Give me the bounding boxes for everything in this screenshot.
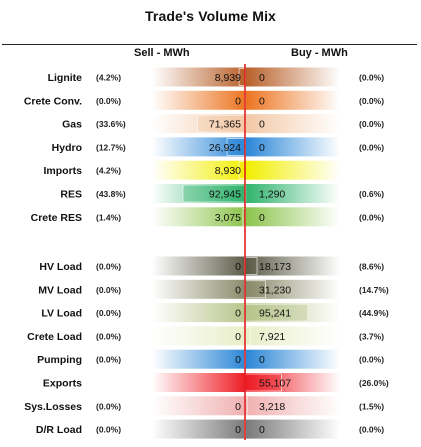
buy-percent-label: (0.6%)	[359, 189, 384, 199]
sell-value-label: 8,939	[215, 72, 241, 84]
row-band	[152, 349, 340, 369]
category-label: Imports	[43, 165, 82, 177]
buy-percent-label: (26.0%)	[359, 378, 389, 388]
sell-percent-label: (43.8%)	[96, 189, 126, 199]
buy-value-label: 3,218	[259, 401, 285, 413]
row-band	[152, 160, 340, 180]
row-band	[152, 207, 340, 227]
category-label: RES	[60, 189, 82, 201]
buy-percent-label: (0.0%)	[359, 73, 384, 83]
buy-value-label: 0	[259, 354, 265, 366]
sell-value-label: 71,365	[209, 119, 241, 131]
sell-value-label: 0	[235, 424, 241, 436]
buy-value-label: 1,290	[259, 189, 285, 201]
buy-value-label: 18,173	[259, 261, 291, 273]
sell-column-header: Sell - MWh	[134, 47, 190, 59]
sell-percent-label: (33.6%)	[96, 119, 126, 129]
buy-percent-label: (3.7%)	[359, 331, 384, 341]
buy-percent-label: (44.9%)	[359, 308, 389, 318]
sell-percent-label: (12.7%)	[96, 142, 126, 152]
row-band	[152, 396, 340, 416]
sell-percent-label: (4.2%)	[96, 166, 121, 176]
buy-value-label: 55,107	[259, 378, 291, 390]
row-band	[152, 67, 340, 87]
category-label: Exports	[43, 378, 82, 390]
sell-value-label: 0	[235, 354, 241, 366]
category-label: HV Load	[39, 261, 82, 273]
buy-bar	[244, 257, 258, 275]
category-label: D/R Load	[36, 424, 82, 436]
chart-title: Trade's Volume Mix	[145, 8, 276, 24]
buy-percent-label: (14.7%)	[359, 285, 389, 295]
sell-value-label: 0	[235, 95, 241, 107]
sell-percent-label: (0.0%)	[96, 401, 121, 411]
row-band	[152, 419, 340, 439]
category-label: Crete Conv.	[24, 95, 82, 107]
sell-percent-label: (0.0%)	[96, 355, 121, 365]
category-label: LV Load	[41, 308, 82, 320]
category-label: Crete RES	[31, 212, 82, 224]
sell-value-label: 0	[235, 284, 241, 296]
buy-percent-label: (8.6%)	[359, 262, 384, 272]
sell-percent-label: (4.2%)	[96, 73, 121, 83]
sell-value-label: 0	[235, 261, 241, 273]
buy-percent-label: (0.0%)	[359, 355, 384, 365]
buy-value-label: 0	[259, 212, 265, 224]
category-label: MV Load	[38, 284, 82, 296]
header-divider	[2, 44, 417, 45]
category-label: Pumping	[37, 354, 82, 366]
buy-value-label: 95,241	[259, 308, 291, 320]
row-band	[152, 90, 340, 110]
sell-value-label: 0	[235, 308, 241, 320]
buy-column-header: Buy - MWh	[291, 47, 348, 59]
category-label: Lignite	[48, 72, 83, 84]
sell-percent-label: (0.0%)	[96, 331, 121, 341]
category-label: Gas	[62, 119, 82, 131]
buy-percent-label: (0.0%)	[359, 96, 384, 106]
buy-value-label: 0	[259, 424, 265, 436]
buy-percent-label: (0.0%)	[359, 425, 384, 435]
buy-value-label: 7,921	[259, 331, 285, 343]
sell-percent-label: (0.0%)	[96, 308, 121, 318]
buy-value-label: 0	[259, 72, 265, 84]
buy-value-label: 0	[259, 142, 265, 154]
row-band	[152, 303, 340, 323]
sell-percent-label: (0.0%)	[96, 96, 121, 106]
row-band	[152, 326, 340, 346]
row-band	[152, 114, 340, 134]
row-band	[152, 373, 340, 392]
category-label: Sys.Losses	[24, 401, 82, 413]
buy-percent-label: (0.0%)	[359, 119, 384, 129]
buy-percent-label: (1.5%)	[359, 401, 384, 411]
sell-value-label: 92,945	[209, 189, 241, 201]
sell-percent-label: (0.0%)	[96, 285, 121, 295]
row-band	[152, 137, 340, 157]
sell-value-label: 3,075	[215, 212, 241, 224]
row-band	[152, 256, 340, 276]
category-label: Hydro	[52, 142, 82, 154]
category-label: Crete Load	[27, 331, 82, 343]
buy-value-label: 0	[259, 95, 265, 107]
buy-percent-label: (0.0%)	[359, 212, 384, 222]
sell-percent-label: (0.0%)	[96, 425, 121, 435]
buy-value-label: 31,230	[259, 284, 291, 296]
sell-value-label: 8,930	[215, 165, 241, 177]
buy-value-label: 0	[259, 119, 265, 131]
sell-percent-label: (0.0%)	[96, 262, 121, 272]
sell-value-label: 0	[235, 331, 241, 343]
sell-percent-label: (1.4%)	[96, 212, 121, 222]
buy-percent-label: (0.0%)	[359, 142, 384, 152]
row-band	[152, 279, 340, 299]
sell-value-label: 26,924	[209, 142, 241, 154]
sell-value-label: 0	[235, 401, 241, 413]
